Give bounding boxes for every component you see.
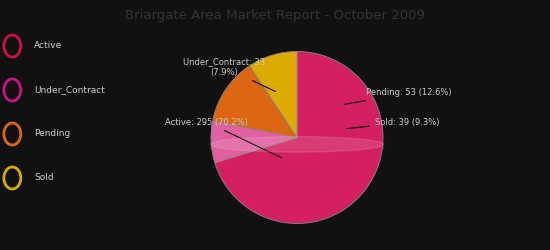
Wedge shape	[215, 52, 383, 224]
Ellipse shape	[211, 138, 383, 157]
Wedge shape	[213, 66, 297, 138]
Text: Pending: Pending	[34, 130, 70, 138]
Text: Active: 295 (70.2%): Active: 295 (70.2%)	[165, 118, 282, 158]
Text: Active: Active	[34, 42, 62, 50]
Wedge shape	[211, 121, 297, 163]
Text: Pending: 53 (12.6%): Pending: 53 (12.6%)	[344, 88, 452, 104]
Ellipse shape	[210, 137, 384, 152]
Text: Sold: 39 (9.3%): Sold: 39 (9.3%)	[347, 118, 439, 128]
Text: Under_Contract: Under_Contract	[34, 86, 104, 94]
Wedge shape	[250, 52, 297, 138]
Text: Under_Contract: 33
(7.9%): Under_Contract: 33 (7.9%)	[183, 57, 276, 92]
Text: Sold: Sold	[34, 174, 53, 182]
Text: Briargate Area Market Report - October 2009: Briargate Area Market Report - October 2…	[125, 8, 425, 22]
